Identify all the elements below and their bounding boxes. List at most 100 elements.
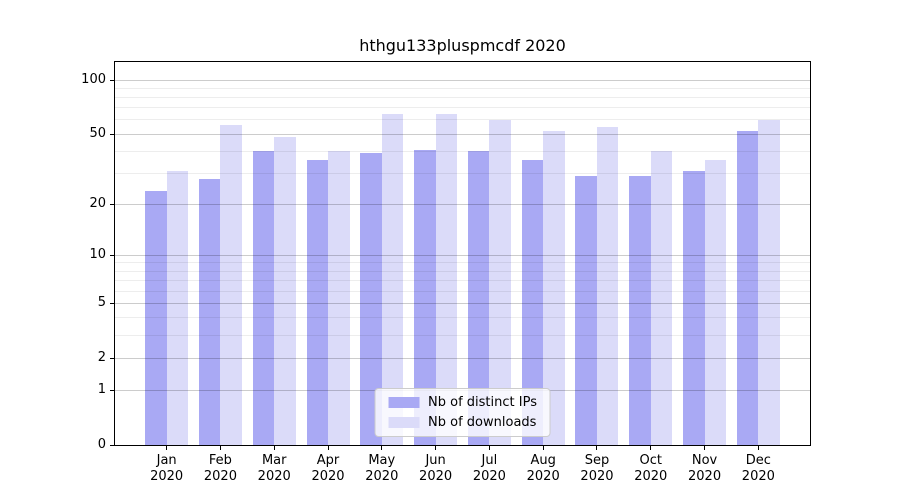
bar-downloads-jan <box>166 171 189 445</box>
legend-item-downloads: Nb of downloads <box>388 415 537 430</box>
xtick-year-may: 2020 <box>365 469 399 484</box>
bar-ips-sep <box>575 176 597 445</box>
bar-downloads-sep <box>596 126 619 445</box>
xtick-year-jun: 2020 <box>419 469 453 484</box>
xtick-mark-nov <box>704 446 706 450</box>
bar-downloads-may <box>381 113 404 445</box>
xtick-label-mar: Mar 2020 <box>244 453 304 485</box>
xtick-year-dec: 2020 <box>741 469 775 484</box>
xtick-year-mar: 2020 <box>257 469 291 484</box>
xtick-month-sep: Sep <box>584 453 610 468</box>
xtick-mark-oct <box>650 446 652 450</box>
legend: Nb of distinct IPs Nb of downloads <box>374 388 551 437</box>
ytick-label-1: 1 <box>97 382 106 398</box>
ytick-mark-20 <box>110 203 114 205</box>
xtick-month-mar: Mar <box>261 453 287 468</box>
bar-downloads-feb <box>220 125 242 445</box>
bar-downloads-apr <box>328 151 350 445</box>
bar-ips-aug <box>521 159 544 445</box>
gridline-minor-3 <box>115 334 810 336</box>
ytick-mark-0 <box>110 444 114 446</box>
ytick-label-50: 50 <box>89 126 106 142</box>
xtick-month-dec: Dec <box>745 453 771 468</box>
bar-ips-may <box>360 153 382 445</box>
xtick-mark-sep <box>596 446 598 450</box>
xtick-label-oct: Oct 2020 <box>621 453 681 485</box>
bar-downloads-mar <box>274 137 296 445</box>
xtick-month-jul: Jul <box>481 453 498 468</box>
gridline-minor-80 <box>115 97 810 99</box>
bar-ips-mar <box>252 151 275 445</box>
xtick-year-nov: 2020 <box>688 469 722 484</box>
bar-ips-dec <box>736 131 759 445</box>
xtick-label-apr: Apr 2020 <box>298 453 358 485</box>
ytick-label-20: 20 <box>89 196 106 212</box>
legend-item-distinct-ips: Nb of distinct IPs <box>388 395 537 410</box>
gridline-minor-6 <box>115 290 810 292</box>
gridline-minor-9 <box>115 262 810 264</box>
ytick-mark-5 <box>110 302 114 304</box>
xtick-mark-dec <box>757 446 759 450</box>
bar-ips-apr <box>306 159 329 445</box>
ytick-label-0: 0 <box>97 437 106 452</box>
bar-downloads-nov <box>704 159 727 445</box>
bars-layer <box>115 62 810 445</box>
plot-area: Nb of distinct IPs Nb of downloads <box>114 61 811 446</box>
ytick-label-100: 100 <box>81 72 106 88</box>
gridline-minor-8 <box>115 270 810 272</box>
bar-downloads-jun <box>435 113 458 445</box>
xtick-month-may: May <box>368 453 396 468</box>
ytick-mark-100 <box>110 79 114 81</box>
gridline-minor-90 <box>115 87 810 89</box>
gridline-major-2 <box>115 357 810 359</box>
xtick-mark-jun <box>435 446 437 450</box>
bar-ips-nov <box>683 171 705 445</box>
gridline-minor-30 <box>115 173 810 174</box>
bar-ips-jun <box>414 149 436 445</box>
x-axis: Jan 2020 Feb 2020 Mar 2020 Apr 2020 May 2020 Jun 20… <box>114 446 811 500</box>
xtick-year-oct: 2020 <box>634 469 668 484</box>
bar-downloads-oct <box>650 151 673 445</box>
bar-ips-jan <box>145 190 167 445</box>
xtick-month-jun: Jun <box>425 453 446 468</box>
chart-title: hthgu133pluspmcdf 2020 <box>359 36 566 55</box>
xtick-label-jun: Jun 2020 <box>406 453 466 485</box>
ytick-mark-2 <box>110 357 114 359</box>
xtick-month-jan: Jan <box>156 453 177 468</box>
ytick-mark-50 <box>110 133 114 135</box>
xtick-month-nov: Nov <box>691 453 718 468</box>
xtick-year-jul: 2020 <box>472 469 506 484</box>
gridline-minor-7 <box>115 280 810 282</box>
legend-label-downloads: Nb of downloads <box>428 415 537 430</box>
xtick-label-feb: Feb 2020 <box>190 453 250 485</box>
bar-ips-oct <box>629 176 651 445</box>
legend-swatch-downloads <box>388 417 420 428</box>
ytick-label-10: 10 <box>89 247 106 263</box>
gridline-major-20 <box>115 203 810 205</box>
xtick-month-feb: Feb <box>208 453 232 468</box>
xtick-year-feb: 2020 <box>203 469 237 484</box>
xtick-year-aug: 2020 <box>526 469 560 484</box>
xtick-label-dec: Dec 2020 <box>728 453 788 485</box>
gridline-major-10 <box>115 254 810 256</box>
xtick-label-aug: Aug 2020 <box>513 453 573 485</box>
xtick-label-jul: Jul 2020 <box>459 453 519 485</box>
xtick-label-may: May 2020 <box>352 453 412 485</box>
xtick-mark-jul <box>488 446 490 450</box>
xtick-mark-jan <box>166 446 168 450</box>
xtick-year-apr: 2020 <box>311 469 345 484</box>
bar-downloads-jul <box>489 119 511 445</box>
ytick-mark-1 <box>110 389 114 391</box>
bar-downloads-dec <box>758 119 780 445</box>
gridline-major-5 <box>115 302 810 304</box>
ytick-label-5: 5 <box>97 295 106 311</box>
bar-ips-feb <box>198 178 221 445</box>
legend-swatch-ips <box>388 397 420 408</box>
bar-downloads-aug <box>543 131 565 445</box>
legend-label-ips: Nb of distinct IPs <box>428 395 537 410</box>
xtick-month-apr: Apr <box>316 453 340 468</box>
xtick-label-jan: Jan 2020 <box>137 453 197 485</box>
ytick-label-2: 2 <box>97 350 106 366</box>
bar-ips-jul <box>467 151 490 445</box>
